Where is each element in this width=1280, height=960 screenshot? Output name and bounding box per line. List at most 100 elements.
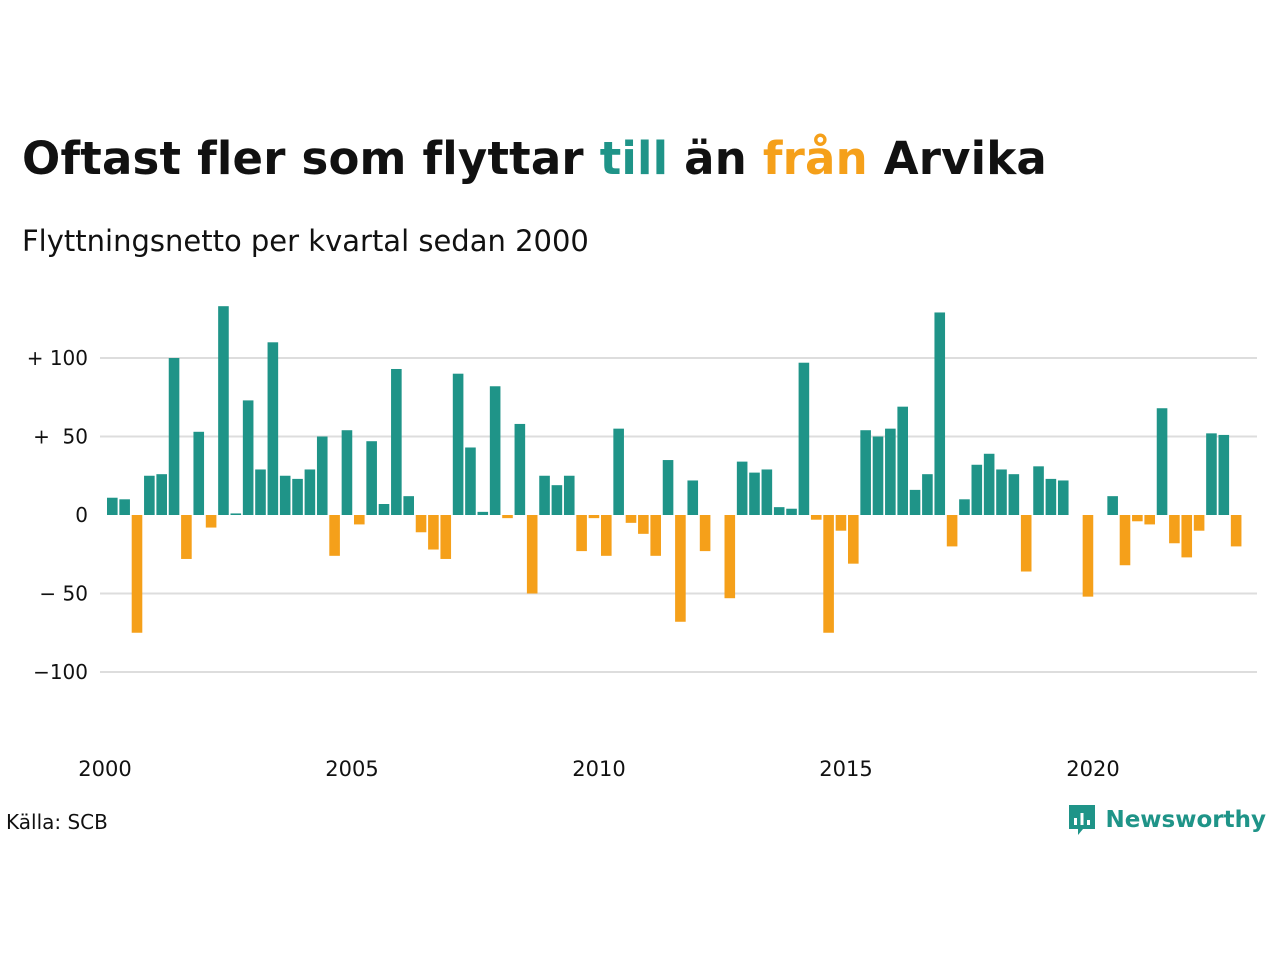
bar-positive (156, 474, 167, 515)
bar-positive (1057, 480, 1069, 515)
bar-negative (835, 515, 847, 531)
bar-positive (465, 447, 476, 515)
y-tick-label: + 50 (33, 425, 88, 449)
y-axis-ticks: + 100 + 50 0 − 50 −100 (27, 346, 88, 684)
y-tick-label: −100 (33, 660, 88, 684)
x-tick-label: 2005 (325, 757, 378, 781)
x-axis-ticks: 2000 2005 2010 2015 2020 (78, 757, 1119, 781)
bar-negative (181, 515, 192, 559)
title-part-3: Arvika (867, 132, 1047, 185)
bar-positive (687, 480, 699, 515)
bar-positive (366, 441, 377, 515)
bar-positive (539, 475, 550, 515)
bar-negative (1181, 515, 1193, 558)
bar-negative (1230, 515, 1242, 547)
bar-positive (316, 436, 328, 515)
bar-positive (144, 475, 155, 515)
bar-negative (502, 515, 513, 519)
bar-positive (403, 496, 414, 515)
bar-positive (922, 474, 933, 515)
bar-negative (1132, 515, 1143, 522)
bar-positive (971, 464, 983, 515)
bar-positive (489, 386, 501, 515)
bar-positive (909, 489, 921, 515)
bar-negative (650, 515, 661, 556)
bar-negative (601, 515, 612, 556)
x-tick-label: 2010 (572, 757, 625, 781)
bar-positive (613, 428, 624, 515)
bar-positive (1218, 434, 1230, 515)
bar-positive (378, 504, 390, 515)
bar-positive (551, 485, 563, 515)
bar-positive (872, 436, 884, 515)
bar-positive (897, 406, 908, 515)
bar-positive (1107, 496, 1118, 515)
bar-negative (699, 515, 711, 552)
bar-positive (304, 469, 316, 515)
bar-positive (341, 430, 353, 515)
bar-negative (848, 515, 859, 564)
title-part-2: än (668, 132, 763, 185)
bar-negative (354, 515, 365, 525)
bar-positive (255, 469, 266, 515)
bar-negative (638, 515, 649, 534)
bar-positive (761, 469, 773, 515)
bar-positive (391, 368, 402, 515)
y-tick-label: 0 (75, 503, 88, 527)
newsworthy-logo-icon (1069, 805, 1096, 835)
chart-title: Oftast fler som flyttar till än från Arv… (22, 132, 1047, 185)
bar-negative (1020, 515, 1032, 572)
y-tick-label: − 50 (39, 582, 88, 606)
bar-positive (279, 475, 291, 515)
x-tick-label: 2020 (1066, 757, 1119, 781)
bar-positive (514, 423, 526, 515)
brand-logo[interactable]: Newsworthy (1067, 803, 1266, 837)
bar-negative (205, 515, 217, 528)
bar-positive (168, 358, 180, 515)
bar-positive (1156, 408, 1168, 515)
x-tick-label: 2015 (819, 757, 872, 781)
bar-positive (1033, 466, 1044, 515)
bar-positive (477, 511, 489, 515)
bar-positive (193, 431, 205, 515)
bar-negative (675, 515, 686, 622)
source-note: Källa: SCB (6, 810, 108, 834)
bar-positive (662, 460, 674, 515)
bar-positive (563, 475, 575, 515)
bar-negative (131, 515, 143, 633)
x-tick-label: 2000 (78, 757, 131, 781)
chart-subtitle: Flyttningsnetto per kvartal sedan 2000 (22, 224, 589, 258)
bar-positive (1045, 478, 1057, 515)
bar-negative (625, 515, 637, 523)
bar-positive (218, 306, 229, 515)
bar-positive (983, 453, 995, 515)
bar-positive (885, 428, 896, 515)
bar-negative (1193, 515, 1205, 531)
bar-positive (786, 508, 797, 515)
bar-chart: + 100 + 50 0 − 50 −100 2000 2005 2010 2015 2020 (27, 306, 1257, 781)
bar-negative (1144, 515, 1155, 525)
bar-negative (440, 515, 452, 559)
bar-positive (860, 430, 871, 515)
bar-negative (588, 515, 600, 519)
bar-positive (959, 499, 970, 515)
title-word-fran: från (762, 132, 868, 185)
bar-negative (1169, 515, 1180, 544)
title-word-till: till (599, 132, 669, 185)
bar-positive (798, 362, 810, 515)
bar-positive (1008, 474, 1020, 515)
bar-negative (946, 515, 958, 547)
title-part-1: Oftast fler som flyttar (22, 132, 600, 185)
bar-positive (749, 472, 760, 515)
bar-negative (415, 515, 427, 533)
bar-negative (576, 515, 587, 552)
bar-negative (1082, 515, 1094, 597)
bar-positive (736, 461, 748, 515)
bar-negative (329, 515, 340, 556)
bar-positive (996, 469, 1007, 515)
bar-positive (242, 400, 254, 515)
bar-positive (267, 342, 279, 515)
bar-positive (1206, 433, 1217, 515)
bar-negative (526, 515, 538, 594)
bar-positive (292, 478, 303, 515)
